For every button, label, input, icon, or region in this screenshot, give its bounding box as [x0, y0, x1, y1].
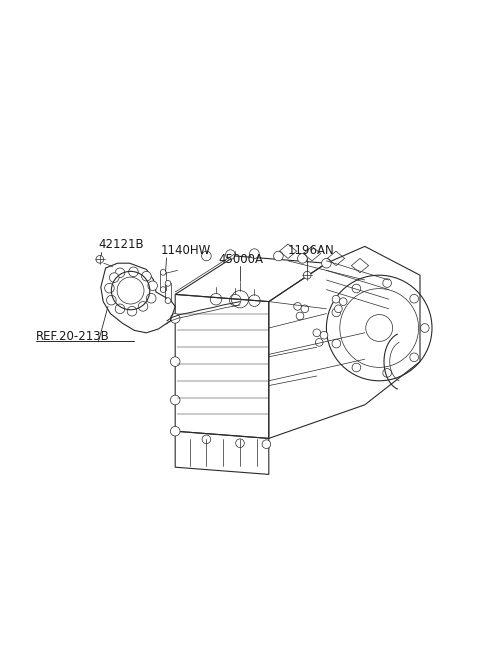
- Circle shape: [339, 298, 347, 306]
- Circle shape: [160, 287, 166, 293]
- Circle shape: [165, 298, 171, 304]
- Circle shape: [115, 304, 125, 314]
- Circle shape: [109, 273, 119, 282]
- Circle shape: [262, 440, 271, 449]
- Circle shape: [96, 256, 104, 263]
- Circle shape: [146, 293, 156, 303]
- Circle shape: [107, 295, 116, 305]
- Circle shape: [127, 306, 137, 316]
- Circle shape: [170, 314, 180, 323]
- Circle shape: [322, 258, 331, 268]
- Text: 45000A: 45000A: [218, 253, 264, 266]
- Circle shape: [313, 329, 321, 337]
- Circle shape: [165, 281, 171, 286]
- Circle shape: [170, 357, 180, 367]
- Circle shape: [202, 435, 211, 443]
- Circle shape: [250, 249, 259, 258]
- Circle shape: [332, 308, 341, 317]
- Circle shape: [410, 353, 419, 361]
- Circle shape: [315, 338, 323, 346]
- Circle shape: [170, 395, 180, 405]
- Circle shape: [303, 272, 311, 279]
- Text: 1196AN: 1196AN: [288, 245, 335, 257]
- Circle shape: [294, 302, 301, 310]
- Circle shape: [142, 272, 151, 281]
- Text: 42121B: 42121B: [98, 238, 144, 251]
- Circle shape: [236, 439, 244, 447]
- Circle shape: [332, 339, 341, 348]
- Circle shape: [296, 312, 304, 320]
- Circle shape: [320, 331, 328, 339]
- Circle shape: [332, 295, 340, 303]
- Circle shape: [274, 251, 283, 261]
- Circle shape: [160, 270, 166, 276]
- Text: 1140HW: 1140HW: [161, 245, 211, 257]
- Circle shape: [383, 369, 391, 377]
- Circle shape: [105, 283, 114, 293]
- Circle shape: [352, 363, 361, 372]
- Circle shape: [352, 284, 361, 293]
- Circle shape: [335, 305, 342, 313]
- Circle shape: [383, 279, 391, 287]
- Circle shape: [298, 254, 307, 263]
- Circle shape: [410, 295, 419, 303]
- Text: REF.20-213B: REF.20-213B: [36, 330, 110, 343]
- Circle shape: [129, 267, 138, 277]
- Circle shape: [115, 268, 125, 277]
- Circle shape: [301, 305, 309, 313]
- Circle shape: [148, 281, 157, 291]
- Circle shape: [170, 426, 180, 436]
- Circle shape: [420, 323, 429, 333]
- Circle shape: [202, 251, 211, 261]
- Circle shape: [138, 302, 148, 311]
- Circle shape: [226, 250, 235, 259]
